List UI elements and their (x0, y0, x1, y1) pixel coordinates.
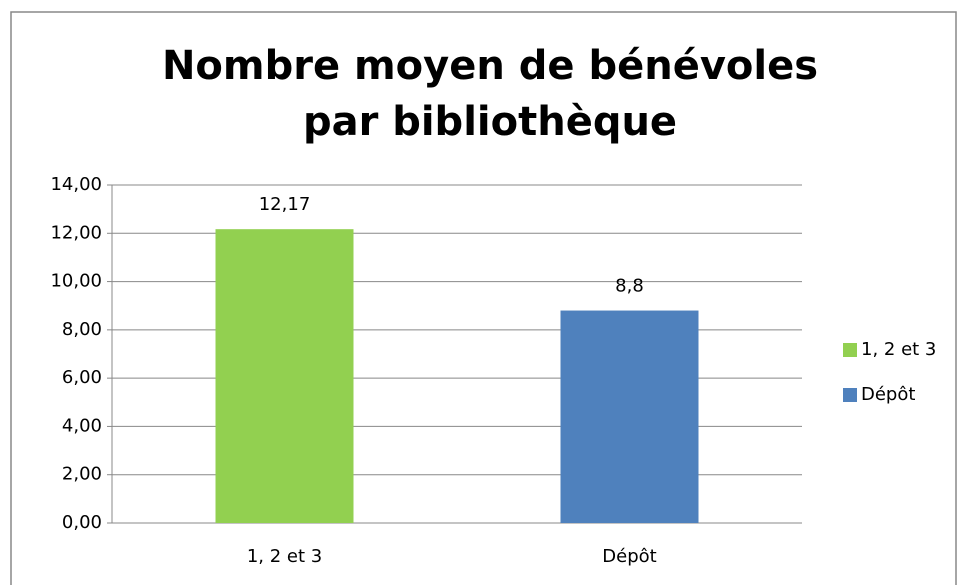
chart-frame (10, 11, 957, 585)
y-tick-label: 2,00 (62, 464, 102, 485)
x-tick-label: 1, 2 et 3 (247, 546, 322, 567)
legend-swatch (843, 388, 857, 402)
y-tick-label: 8,00 (62, 319, 102, 340)
bar (215, 229, 354, 523)
y-tick-label: 6,00 (62, 367, 102, 388)
chart-title: Nombre moyen de bénévoles par bibliothèq… (161, 43, 819, 145)
data-label: 12,17 (259, 194, 311, 215)
legend-swatch (843, 343, 857, 357)
legend-label: Dépôt (861, 384, 915, 405)
x-tick-label: Dépôt (602, 546, 656, 567)
bar (560, 310, 699, 523)
y-tick-label: 10,00 (50, 271, 102, 292)
y-tick-label: 14,00 (50, 174, 102, 195)
legend-label: 1, 2 et 3 (861, 339, 936, 360)
y-tick-label: 4,00 (62, 415, 102, 436)
y-tick-label: 12,00 (50, 222, 102, 243)
data-label: 8,8 (615, 276, 644, 297)
y-tick-label: 0,00 (62, 512, 102, 533)
